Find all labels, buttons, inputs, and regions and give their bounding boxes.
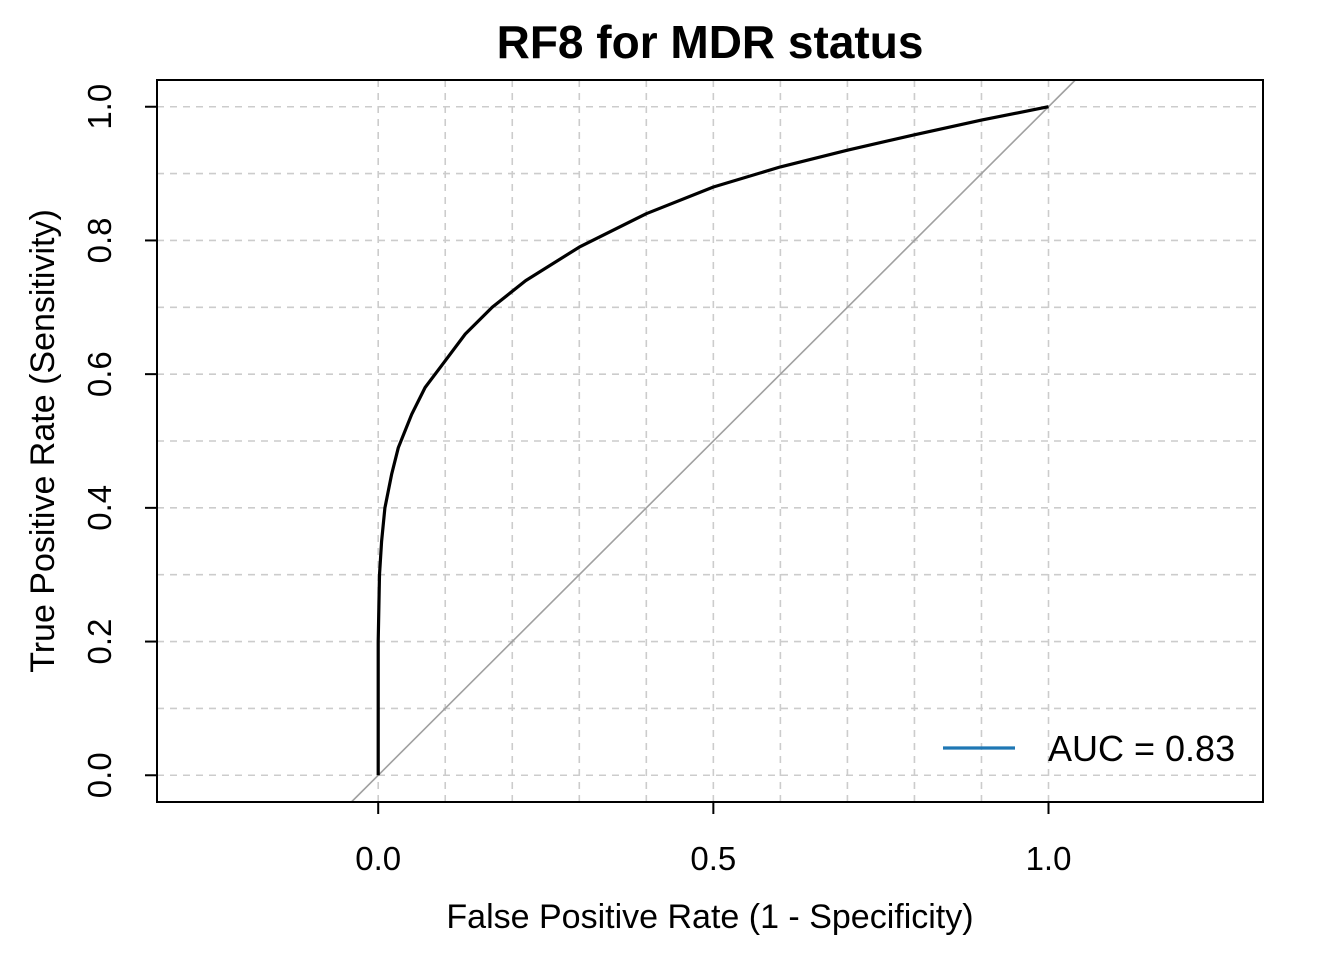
y-tick-label: 0.6 — [81, 351, 118, 397]
grid — [157, 80, 1263, 802]
x-axis-label: False Positive Rate (1 - Specificity) — [446, 898, 973, 936]
x-axis: 0.0 0.5 1.0 — [355, 802, 1071, 877]
y-tick-label: 0.0 — [81, 752, 118, 798]
y-axis: 0.0 0.2 0.4 0.6 0.8 1.0 — [81, 84, 157, 798]
x-tick-label: 0.0 — [355, 840, 401, 877]
y-tick-label: 1.0 — [81, 84, 118, 130]
y-tick-label: 0.4 — [81, 485, 118, 531]
reference-line — [350, 79, 1076, 803]
reference-diagonal — [350, 79, 1076, 803]
y-tick-label: 0.2 — [81, 619, 118, 665]
plot-frame — [156, 79, 1264, 803]
legend-label: AUC = 0.83 — [1048, 728, 1235, 769]
roc-curve — [376, 105, 1049, 776]
legend: AUC = 0.83 — [943, 728, 1235, 769]
series-layer — [376, 105, 1049, 776]
x-tick-label: 0.5 — [690, 840, 736, 877]
y-axis-label: True Positive Rate (Sensitivity) — [24, 209, 62, 673]
x-tick-label: 1.0 — [1026, 840, 1072, 877]
chart-title: RF8 for MDR status — [497, 16, 924, 68]
y-tick-label: 0.8 — [81, 218, 118, 264]
